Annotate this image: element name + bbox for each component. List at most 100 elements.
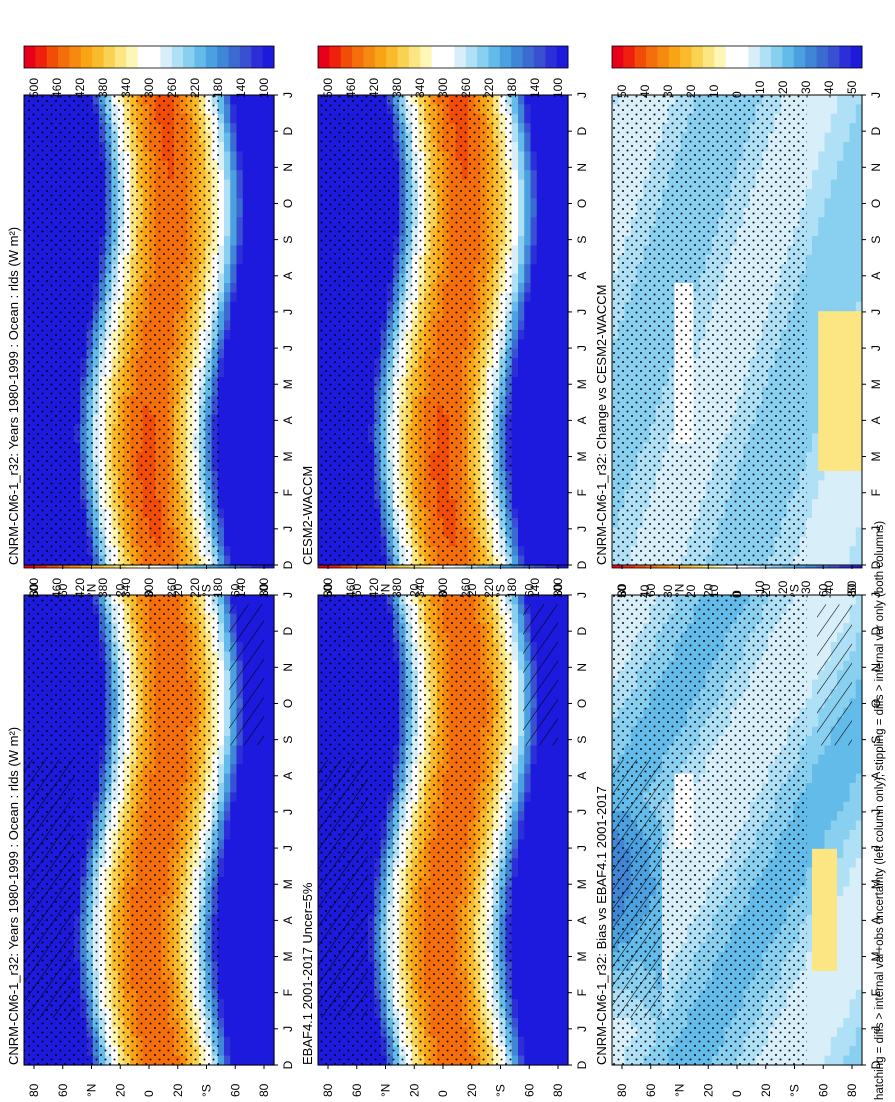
heatmap-cell — [261, 160, 269, 171]
heatmap-cell — [261, 933, 269, 944]
heatmap-cell — [242, 895, 250, 906]
heatmap-cell — [249, 142, 256, 152]
heatmap-cell — [236, 595, 244, 605]
heatmap-cell — [242, 924, 250, 934]
heatmap-cell — [236, 283, 244, 293]
heatmap-cell — [242, 386, 250, 397]
heatmap-cell — [224, 377, 231, 387]
heatmap-cell — [224, 942, 231, 953]
heatmap-cell — [230, 886, 238, 897]
heatmap-cell — [255, 783, 263, 793]
heatmap-cell — [224, 839, 231, 850]
heatmap-cell — [261, 632, 269, 643]
heatmap-cell — [267, 1027, 275, 1038]
heatmap-cell — [267, 848, 275, 859]
heatmap-cell — [255, 489, 263, 500]
heatmap-cell — [261, 367, 269, 378]
heatmap-cell — [261, 245, 269, 256]
colorbar-label: 380 — [96, 578, 110, 598]
heatmap-cell — [236, 330, 244, 340]
heatmap-cell — [217, 1036, 225, 1047]
heatmap-cell — [255, 518, 263, 528]
colorbar-label: 460 — [50, 78, 64, 98]
heatmap-cell — [224, 914, 231, 925]
heatmap-cell — [217, 848, 225, 859]
heatmap-cell — [249, 773, 256, 784]
heatmap-cell — [236, 1036, 244, 1047]
heatmap-cell — [255, 546, 263, 557]
heatmap-cell — [217, 830, 225, 840]
heatmap-cell — [261, 555, 269, 566]
heatmap-cell — [217, 604, 225, 615]
heatmap-cell — [230, 499, 238, 510]
heatmap-cell — [224, 764, 231, 775]
heatmap-cell — [217, 924, 225, 934]
heatmap-cell — [224, 536, 231, 547]
heatmap-cell — [261, 1046, 269, 1057]
month-tick-label: F — [281, 489, 295, 496]
lat-tick-label: 20 — [171, 583, 185, 597]
heatmap-cell — [249, 198, 256, 209]
heatmap-cell — [230, 980, 238, 991]
heatmap-cell — [224, 527, 231, 538]
colorbar-swatch — [35, 46, 48, 68]
heatmap-cell — [261, 679, 269, 690]
colorbar-swatch — [205, 46, 218, 68]
heatmap-cell — [242, 1055, 250, 1066]
heatmap-cell — [242, 1018, 250, 1028]
heatmap-cell — [242, 1046, 250, 1057]
heatmap-cell — [217, 783, 225, 793]
heatmap-cell — [261, 670, 269, 681]
heatmap-cell — [249, 367, 256, 378]
heatmap-cell — [242, 792, 250, 803]
colorbar-swatch — [183, 46, 195, 68]
heatmap-cell — [242, 914, 250, 925]
heatmap-cell — [242, 217, 250, 228]
heatmap-cell — [255, 801, 263, 812]
heatmap-cell — [261, 707, 269, 718]
heatmap-cell — [267, 670, 275, 681]
heatmap-cell — [249, 452, 256, 463]
heatmap-cell — [230, 207, 238, 218]
colorbar-label: 420 — [73, 78, 87, 98]
heatmap-cell — [242, 499, 250, 510]
heatmap-cell — [242, 801, 250, 812]
heatmap-cell — [242, 1008, 250, 1019]
heatmap-cell — [224, 877, 231, 887]
heatmap-cell — [261, 330, 269, 340]
heatmap-cell — [224, 489, 231, 500]
heatmap-cell — [236, 339, 244, 350]
heatmap-cell — [242, 264, 250, 275]
heatmap-cell — [217, 660, 225, 671]
heatmap-cell — [261, 623, 269, 634]
heatmap-cell — [230, 764, 238, 775]
heatmap-cell — [230, 104, 238, 115]
heatmap-cell — [242, 867, 250, 878]
heatmap-cell — [224, 980, 231, 991]
heatmap-cell — [236, 471, 244, 481]
heatmap-cell — [261, 764, 269, 775]
heatmap-cell — [249, 811, 256, 822]
heatmap-cell — [242, 1027, 250, 1038]
heatmap-cell — [267, 745, 275, 756]
heatmap-cell — [230, 489, 238, 500]
heatmap-cell — [249, 217, 256, 228]
heatmap-cell — [224, 971, 231, 981]
heatmap-cell — [255, 442, 263, 453]
heatmap-cell — [249, 848, 256, 859]
heatmap-cell — [261, 783, 269, 793]
heatmap-cell — [242, 104, 250, 115]
heatmap-cell — [261, 867, 269, 878]
heatmap-cell — [255, 330, 263, 340]
heatmap-cell — [255, 895, 263, 906]
heatmap-cell — [249, 801, 256, 812]
heatmap-cell — [236, 433, 244, 444]
heatmap-cell — [249, 301, 256, 312]
heatmap-cell — [249, 461, 256, 472]
colorbar-label: 460 — [50, 578, 64, 598]
heatmap-cell — [230, 301, 238, 312]
colorbar-swatch — [24, 46, 36, 68]
heatmap-cell — [217, 877, 225, 887]
heatmap-cell — [224, 207, 231, 218]
heatmap-cell — [230, 330, 238, 340]
